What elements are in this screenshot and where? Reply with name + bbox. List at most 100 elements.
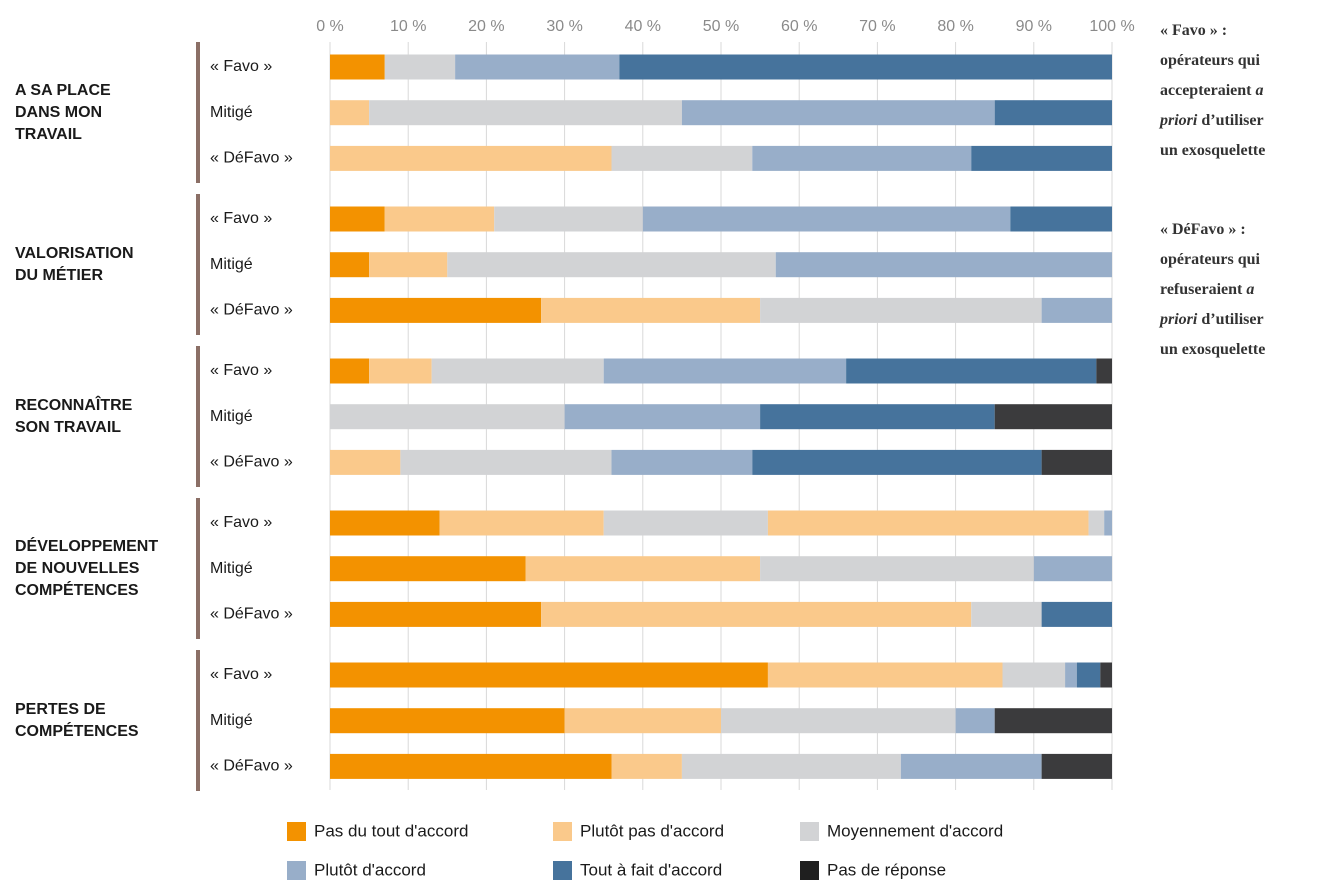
bar-segment (369, 252, 448, 278)
note-text: refuseraient (1160, 281, 1246, 298)
note-italic: a (1246, 281, 1254, 298)
bar-segment (603, 510, 768, 536)
bar-segment (330, 708, 565, 734)
bar-segment (330, 510, 440, 536)
row-label: Mitigé (210, 256, 253, 273)
bar-segment (1065, 662, 1077, 688)
bar-segment (619, 54, 1112, 80)
bar-segment (330, 54, 385, 80)
note-text: « Favo » : (1160, 22, 1227, 39)
bar-segment (330, 556, 526, 582)
group-label: DANS MON (15, 104, 102, 121)
bar-segment (564, 708, 721, 734)
bar-segment (775, 252, 1112, 278)
bar-segment (760, 556, 1034, 582)
bar-segment (541, 601, 972, 627)
row-label: « Favo » (210, 514, 272, 531)
bar-segment (384, 54, 456, 80)
note-line: un exosquelette (1160, 341, 1265, 358)
bar-segment (431, 358, 604, 384)
bar-segment (1033, 556, 1112, 582)
group-label: COMPÉTENCES (15, 580, 139, 599)
bar-segment (603, 358, 847, 384)
bar-segment (1041, 601, 1112, 627)
bar-segment (900, 753, 1042, 779)
bar-segment (494, 206, 643, 232)
legend-swatch (553, 822, 572, 841)
bar-segment (760, 297, 1042, 323)
note-line: « DéFavo » : (1160, 221, 1246, 238)
row-label: « DéFavo » (210, 150, 293, 167)
bar-segment (400, 449, 612, 475)
note-line: opérateurs qui (1160, 52, 1261, 69)
x-tick-label: 60 % (781, 18, 817, 35)
note-line: priori d’utiliser (1158, 311, 1264, 328)
note-text: d’utiliser (1197, 311, 1263, 328)
group-label: A SA PLACE (15, 82, 111, 99)
row-label: « Favo » (210, 58, 272, 75)
note-italic: priori (1158, 112, 1198, 129)
bar-segment (1002, 662, 1066, 688)
bar-segment (330, 100, 370, 126)
bar-segment (971, 601, 1042, 627)
bar-segment (846, 358, 1097, 384)
bar-segment (1076, 662, 1101, 688)
bar-segment (971, 145, 1112, 171)
x-tick-label: 50 % (703, 18, 739, 35)
legend-swatch (287, 861, 306, 880)
bar-segment (330, 206, 385, 232)
legend-label: Moyennement d'accord (827, 821, 1003, 840)
row-label: « Favo » (210, 210, 272, 227)
x-tick-label: 100 % (1089, 18, 1134, 35)
group-label: TRAVAIL (15, 126, 82, 143)
x-tick-label: 90 % (1016, 18, 1052, 35)
note-text: d’utiliser (1197, 112, 1263, 129)
legend-swatch (553, 861, 572, 880)
bar-segment (330, 358, 370, 384)
group-label: DÉVELOPPEMENT (15, 536, 158, 555)
bar-segment (1088, 510, 1105, 536)
bar-segment (752, 145, 972, 171)
note-line: priori d’utiliser (1158, 112, 1264, 129)
group-divider (196, 42, 200, 183)
bar-segment (1096, 358, 1112, 384)
bar-segment (1010, 206, 1112, 232)
bar-segment (330, 252, 370, 278)
group-label: COMPÉTENCES (15, 721, 139, 740)
bar-segment (330, 601, 542, 627)
group-label: RECONNAÎTRE (15, 395, 133, 414)
group-label: DE NOUVELLES (15, 560, 140, 577)
bar-segment (369, 358, 432, 384)
note-text: « DéFavo » : (1160, 221, 1246, 238)
legend-swatch (287, 822, 306, 841)
group-divider (196, 346, 200, 487)
bar-segment (384, 206, 495, 232)
legend-label: Plutôt d'accord (314, 860, 426, 879)
bar-segment (330, 753, 612, 779)
bar-segment (767, 662, 1003, 688)
x-tick-label: 80 % (937, 18, 973, 35)
note-italic: priori (1158, 311, 1198, 328)
bar-segment (994, 100, 1112, 126)
legend-swatch (800, 822, 819, 841)
note-line: « Favo » : (1160, 22, 1227, 39)
x-tick-label: 40 % (625, 18, 661, 35)
row-label: Mitigé (210, 560, 253, 577)
row-label: Mitigé (210, 712, 253, 729)
bar-segment (642, 206, 1011, 232)
bar-segment (447, 252, 776, 278)
bar-segment (541, 297, 761, 323)
row-label: « DéFavo » (210, 606, 293, 623)
bar-segment (439, 510, 604, 536)
bar-segment (611, 145, 753, 171)
row-label: « DéFavo » (210, 302, 293, 319)
bar-segment (611, 449, 753, 475)
bar-segment (1041, 753, 1112, 779)
bar-segment (760, 404, 995, 430)
row-label: « DéFavo » (210, 758, 293, 775)
note-line: accepteraient a (1160, 82, 1264, 99)
bar-segment (525, 556, 761, 582)
bar-segment (1041, 297, 1112, 323)
